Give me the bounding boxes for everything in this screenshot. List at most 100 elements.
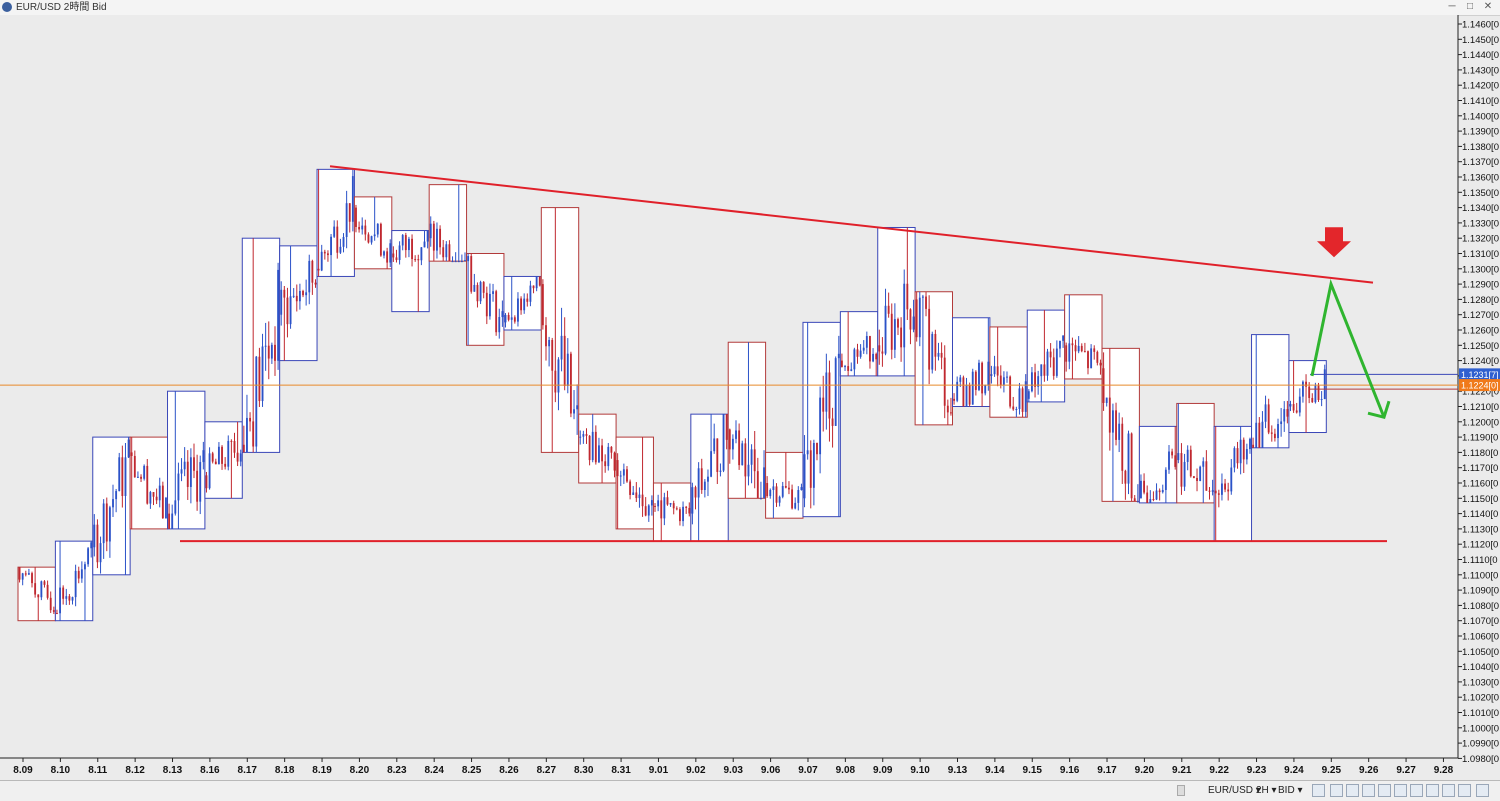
candle-body (1152, 499, 1155, 501)
drawing-tool-icon[interactable] (1394, 784, 1407, 797)
resistance-trendline (329, 165, 1374, 284)
candle-body (373, 234, 376, 237)
candle-body (679, 509, 681, 522)
candle-body (99, 543, 102, 563)
candle-body (675, 508, 678, 510)
candle-body (34, 583, 37, 595)
candle-body (974, 371, 977, 390)
candle-body (227, 440, 230, 467)
price-tick-label: 1.1060[0 (1462, 632, 1499, 643)
candle-body (1239, 439, 1242, 464)
candle-body (669, 503, 672, 505)
candle-body (258, 356, 261, 402)
candle-body (859, 350, 862, 357)
candle-body (239, 453, 242, 462)
candle-body (246, 417, 248, 453)
candle-body (1146, 492, 1149, 503)
candle-body (1046, 351, 1049, 376)
window-titlebar: EUR/USD 2時間 Bid ─ □ ✕ (0, 0, 1500, 16)
time-tick-label: 8.10 (51, 765, 71, 776)
candle-body (1283, 409, 1286, 422)
close-icon[interactable]: ✕ (1483, 1, 1493, 12)
settings-icon[interactable] (1458, 784, 1471, 797)
price-tick-label: 1.1140[0 (1462, 509, 1498, 520)
candle-body (1130, 433, 1133, 499)
candle-body (797, 490, 800, 503)
candle-body (697, 468, 700, 498)
candle-body (31, 573, 33, 584)
candle-body (735, 430, 737, 439)
candle-body (825, 372, 828, 412)
price-tick-label: 1.1020[0 (1462, 693, 1499, 704)
price-tick-label: 1.1410[0 (1462, 96, 1499, 107)
candle-body (407, 238, 410, 251)
candle-body (498, 317, 501, 333)
time-tick-label: 9.24 (1284, 765, 1304, 776)
candle-body (479, 282, 482, 302)
candle-body (177, 473, 180, 501)
candle-body (551, 339, 554, 371)
candle-body (968, 385, 971, 405)
search-icon[interactable] (1476, 784, 1489, 797)
candle-body (953, 398, 955, 401)
candle-body (389, 243, 392, 263)
candle-body (900, 327, 903, 348)
scroll-grip-icon[interactable] (1177, 785, 1185, 796)
candle-body (971, 371, 974, 405)
candle-body (834, 358, 837, 426)
candle-body (348, 203, 351, 222)
candle-body (473, 284, 476, 292)
trendline-tool-icon[interactable] (1378, 784, 1391, 797)
price-side-select[interactable]: BID ▾ (1278, 785, 1303, 796)
candle-body (118, 457, 121, 492)
candle-body (862, 347, 865, 351)
candle-body (355, 207, 357, 227)
scroll-left-icon[interactable] (1426, 784, 1439, 797)
candle-body (984, 385, 987, 394)
price-tick-label: 1.1050[0 (1462, 647, 1499, 658)
price-chart[interactable]: 1.1460[0 1.1450[0 1.1440[0 1.1430[0 1.1420[0… (0, 15, 1500, 780)
candle-body (59, 587, 61, 614)
symbol-select[interactable]: EUR/USD ▾ (1208, 785, 1261, 796)
price-tick-label: 1.1150[0 (1462, 494, 1498, 505)
candle-body (464, 260, 466, 262)
candle-body (1043, 364, 1046, 376)
zoom-in-icon[interactable] (1410, 784, 1423, 797)
maximize-icon[interactable]: □ (1466, 1, 1474, 12)
candle-body (1127, 433, 1130, 484)
candle-body (404, 235, 407, 251)
day-range-8.18 (279, 245, 318, 362)
cursor-icon[interactable] (1362, 784, 1375, 797)
minimize-icon[interactable]: ─ (1448, 1, 1456, 12)
candle-body (573, 409, 575, 414)
app-logo-icon (2, 2, 12, 12)
chart-type-icon[interactable] (1312, 784, 1325, 797)
candle-body (295, 295, 298, 302)
day-range-8.25 (466, 253, 505, 346)
timeframe-select[interactable]: 2H ▾ (1256, 785, 1277, 796)
candle-body (1006, 376, 1008, 378)
candle-body (753, 449, 756, 472)
candle-body (607, 446, 610, 467)
day-range-9.02 (690, 413, 729, 542)
zoom-fit-icon[interactable] (1330, 784, 1343, 797)
crosshair-icon[interactable] (1346, 784, 1359, 797)
candle-body (747, 464, 750, 477)
candle-body (1161, 489, 1164, 493)
candle-body (1224, 483, 1226, 490)
candle-body (74, 570, 77, 598)
candle-body (582, 434, 585, 437)
price-tick-label: 1.1320[0 (1462, 234, 1499, 245)
candle-body (454, 261, 457, 263)
candle-body (208, 453, 211, 489)
ask-price-badge (1459, 368, 1500, 381)
day-range-box (279, 245, 318, 362)
time-tick-label: 9.02 (686, 765, 706, 776)
price-tick-label: 1.1390[0 (1462, 127, 1499, 138)
candle-body (1012, 406, 1015, 410)
scroll-right-icon[interactable] (1442, 784, 1455, 797)
candle-body (102, 503, 105, 544)
candle-body (56, 613, 58, 615)
price-tick-label: 1.1210[0 (1462, 402, 1499, 413)
time-tick-label: 9.22 (1209, 765, 1229, 776)
